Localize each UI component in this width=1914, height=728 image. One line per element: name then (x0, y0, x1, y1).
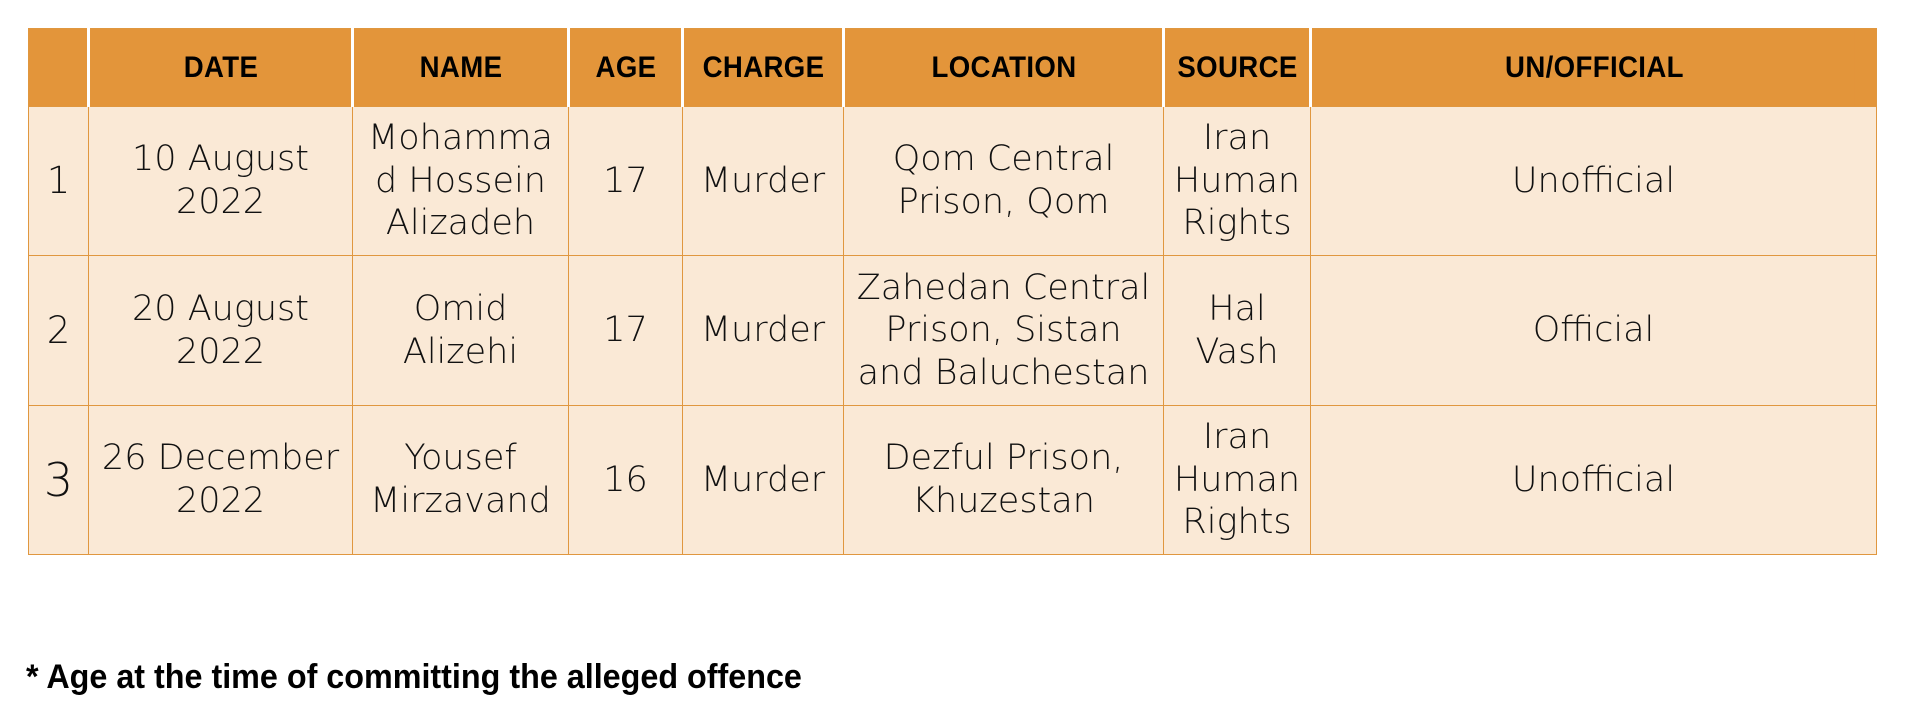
column-header-un-official: UN/OFFICIAL (1333, 28, 1854, 107)
cell-date: 10 August 2022 (88, 105, 353, 257)
cell-charge: Murder (682, 405, 844, 556)
cell-un-official-status: Unofficial (1310, 105, 1877, 257)
cell-charge: Murder (682, 255, 844, 407)
cell-location: Qom Central Prison, Qom (843, 105, 1164, 257)
cell-un-official-status: Unofficial (1310, 405, 1877, 556)
cell-index: 1 (28, 105, 89, 257)
cell-source: Hal Vash (1163, 255, 1311, 407)
cell-name: Mohammad Hossein Alizadeh (352, 105, 569, 257)
cell-name: Yousef Mirzavand (352, 405, 569, 556)
column-header-name: NAME (361, 28, 562, 107)
cell-index: 2 (28, 255, 89, 407)
cell-date: 26 December 2022 (88, 405, 353, 556)
executions-table-container: DATE NAME AGE CHARGE LOCATION SOURCE UN/… (28, 28, 1877, 556)
column-header-location: LOCATION (856, 28, 1153, 107)
table-footnote: * Age at the time of committing the alle… (26, 658, 802, 696)
cell-age: 17 (568, 105, 683, 257)
column-header-date: DATE (99, 28, 344, 107)
table-row: 1 10 August 2022 Mohammad Hossein Alizad… (28, 105, 1877, 257)
cell-age: 17 (568, 255, 683, 407)
table-row: 3 26 December 2022 Yousef Mirzavand 16 M… (28, 405, 1877, 556)
column-header-age: AGE (573, 28, 680, 107)
cell-index: 3 (28, 405, 89, 556)
column-header-charge: CHARGE (688, 28, 839, 107)
column-header-source: SOURCE (1169, 28, 1306, 107)
cell-un-official-status: Official (1310, 255, 1877, 407)
column-header-index (30, 28, 88, 107)
executions-table: DATE NAME AGE CHARGE LOCATION SOURCE UN/… (28, 28, 1877, 556)
cell-charge: Murder (682, 105, 844, 257)
table-header-row: DATE NAME AGE CHARGE LOCATION SOURCE UN/… (28, 28, 1877, 107)
table-row: 2 20 August 2022 Omid Alizehi 17 Murder … (28, 255, 1877, 407)
cell-source: Iran Human Rights (1163, 105, 1311, 257)
table-header: DATE NAME AGE CHARGE LOCATION SOURCE UN/… (28, 28, 1877, 107)
cell-location: Zahedan Central Prison, Sistan and Baluc… (843, 255, 1164, 407)
cell-source: Iran Human Rights (1163, 405, 1311, 556)
cell-date: 20 August 2022 (88, 255, 353, 407)
table-body: 1 10 August 2022 Mohammad Hossein Alizad… (28, 105, 1877, 556)
cell-name: Omid Alizehi (352, 255, 569, 407)
cell-age: 16 (568, 405, 683, 556)
cell-location: Dezful Prison, Khuzestan (843, 405, 1164, 556)
